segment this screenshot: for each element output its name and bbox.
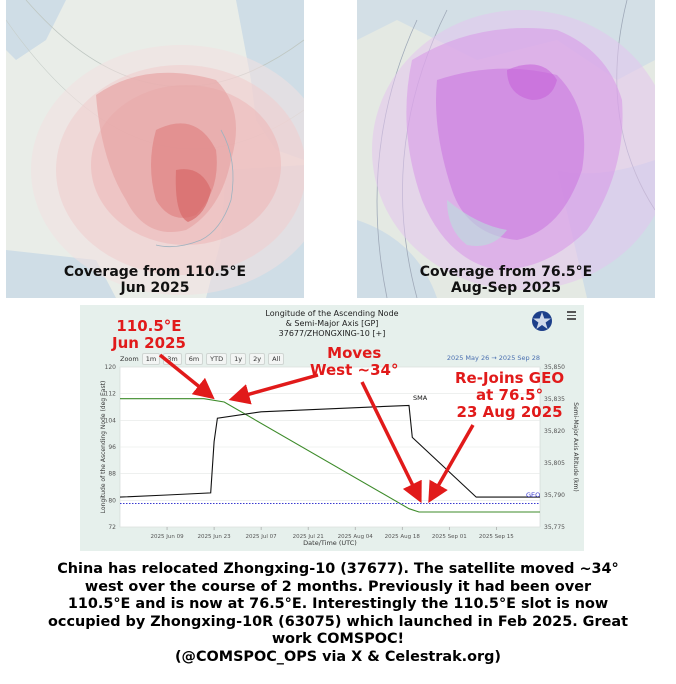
caption-line3: 110.5°E and is now at 76.5°E. Interestin… [67, 596, 609, 612]
y-right-tick-0: 35,775 [544, 524, 565, 531]
annotation-start-line1: 110.5°E [116, 317, 182, 335]
annotation-rejoin-line3: 23 Aug 2025 [456, 403, 563, 421]
y-right-tick-4: 35,835 [544, 396, 565, 403]
map-right-caption: Coverage from 76.5°E Aug-Sep 2025 [357, 264, 655, 296]
y-left-tick-6: 120 [105, 364, 117, 371]
y-right-tick-2: 35,805 [544, 460, 565, 467]
y-axis-left-label: Longitude of the Ascending Node (deg Eas… [100, 381, 107, 514]
caption-line2: west over the course of 2 months. Previo… [84, 578, 592, 595]
sma-series-label: SMA [413, 394, 428, 402]
y-right-tick-1: 35,790 [544, 492, 565, 499]
chart-menu-icon[interactable] [567, 311, 576, 320]
chart-title-line1: Longitude of the Ascending Node [265, 309, 399, 318]
x-tick-2: 2025 Jul 07 [246, 534, 278, 540]
y-left-tick-labels: 72 80 88 96 104 112 120 [105, 364, 117, 531]
y-axis-right-label: Semi-Major Axis Altitude (km) [572, 402, 579, 491]
annotation-moves-line1: Moves [327, 344, 382, 362]
x-tick-4: 2025 Aug 04 [338, 534, 374, 540]
annotation-rejoin: Re-Joins GEO at 76.5° 23 Aug 2025 [455, 370, 564, 421]
annotation-moves-line2: West ~34° [310, 361, 399, 379]
x-tick-labels: 2025 Jun 09 2025 Jun 23 2025 Jul 07 2025 Ju… [150, 527, 514, 540]
series-longitude-line [120, 398, 540, 513]
coverage-map-110-5e: Coverage from 110.5°E Jun 2025 [6, 0, 304, 298]
y-left-tick-4: 104 [105, 417, 117, 424]
map-right-graphic [357, 0, 655, 298]
annotation-moves: Moves West ~34° [310, 345, 398, 379]
annotation-rejoin-line2: at 76.5° [476, 386, 544, 404]
x-tick-5: 2025 Aug 18 [385, 534, 421, 540]
map-left-caption-line1: Coverage from 110.5°E [63, 264, 247, 280]
x-tick-6: 2025 Sep 01 [432, 534, 467, 540]
zoom-1m-button[interactable]: 1m [141, 353, 161, 365]
x-tick-0: 2025 Jun 09 [150, 534, 184, 540]
annotation-start: 110.5°E Jun 2025 [112, 318, 186, 352]
geo-series-label: GEO [526, 491, 540, 499]
comspoc-logo-icon [532, 311, 552, 331]
x-tick-7: 2025 Sep 15 [479, 534, 514, 540]
y-left-tick-1: 80 [108, 497, 116, 504]
caption-line4: occupied by Zhongxing-10R (63075) which … [48, 613, 628, 630]
map-right-caption-line1: Coverage from 76.5°E [419, 264, 593, 280]
zoom-1y-button[interactable]: 1y [230, 353, 247, 365]
map-right-caption-line2: Aug-Sep 2025 [450, 280, 562, 296]
caption-line5: work COMSPOC! [271, 631, 405, 647]
coverage-map-76-5e: Coverage from 76.5°E Aug-Sep 2025 [357, 0, 655, 298]
annotation-start-line2: Jun 2025 [112, 334, 186, 352]
caption-line6: (@COMSPOC_OPS via X & Celestrak.org) [174, 648, 501, 665]
x-axis-label: Date/Time (UTC) [303, 539, 357, 547]
zoom-2y-button[interactable]: 2y [249, 353, 266, 365]
y-left-tick-3: 96 [108, 444, 116, 451]
zoom-all-button[interactable]: All [268, 353, 285, 365]
x-tick-3: 2025 Jul 21 [293, 534, 324, 540]
y-right-tick-labels: 35,775 35,790 35,805 35,820 35,835 35,850 [544, 364, 565, 531]
chart-title-line2: & Semi-Major Axis [GP] [285, 319, 379, 328]
y-right-tick-5: 35,850 [544, 364, 565, 371]
annotation-rejoin-line1: Re-Joins GEO [455, 369, 565, 387]
caption-line1: China has relocated Zhongxing-10 (37677)… [57, 561, 619, 577]
y-left-tick-0: 72 [108, 524, 116, 531]
zoom-label: Zoom [120, 355, 139, 363]
chart-title-line3: 37677/ZHONGXING-10 [+] [278, 329, 386, 338]
caption-text: China has relocated Zhongxing-10 (37677)… [10, 561, 666, 666]
map-left-caption-line2: Jun 2025 [120, 280, 190, 296]
y-left-tick-2: 88 [108, 471, 116, 478]
y-right-tick-3: 35,820 [544, 428, 565, 435]
map-left-caption: Coverage from 110.5°E Jun 2025 [6, 264, 304, 296]
chart-title: Longitude of the Ascending Node & Semi-M… [80, 309, 584, 339]
x-tick-1: 2025 Jun 23 [198, 534, 232, 540]
date-range-readout[interactable]: 2025 May 26 → 2025 Sep 28 [446, 354, 540, 362]
longitude-sma-chart: Longitude of the Ascending Node & Semi-M… [80, 305, 584, 551]
map-left-graphic [6, 0, 304, 298]
y-left-tick-5: 112 [105, 391, 117, 398]
